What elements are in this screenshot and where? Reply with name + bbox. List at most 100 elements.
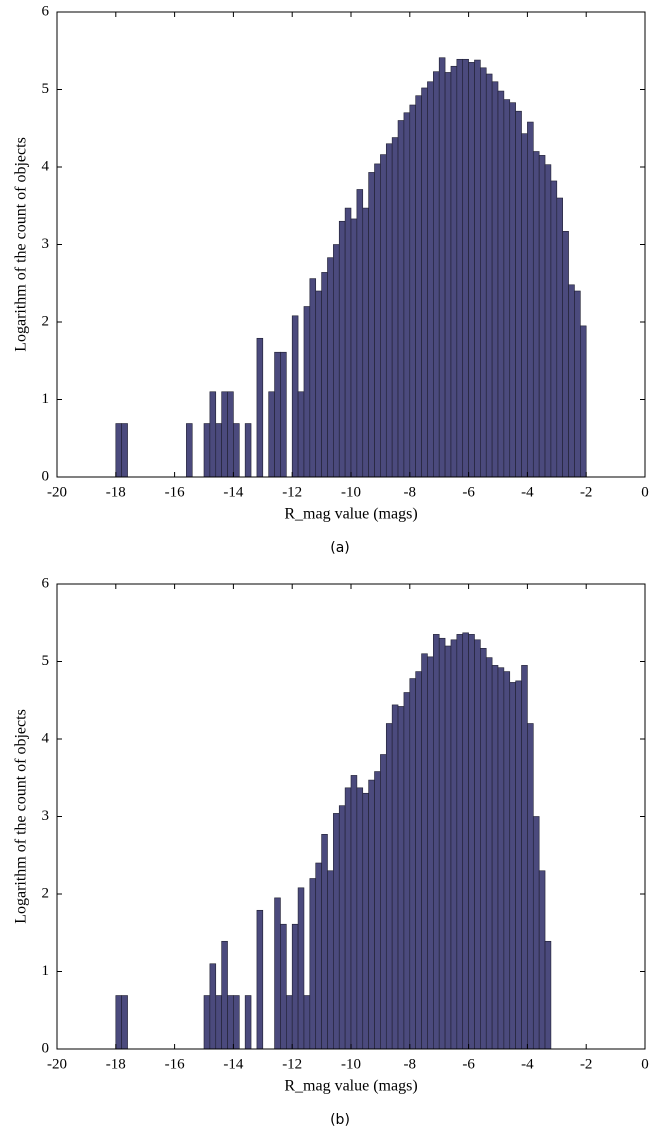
bar <box>368 779 375 1050</box>
y-tick-label: 2 <box>42 313 50 329</box>
bar <box>203 423 211 478</box>
y-tick-label: 4 <box>42 730 50 746</box>
bar <box>574 290 581 478</box>
bar <box>327 257 334 478</box>
x-tick-label: 0 <box>641 484 649 500</box>
bar <box>356 189 364 478</box>
bar <box>409 104 416 478</box>
x-tick-label: -4 <box>521 484 534 500</box>
bar <box>450 65 458 478</box>
y-tick-label: 0 <box>42 1040 50 1056</box>
bar <box>115 423 122 478</box>
bar <box>491 665 499 1050</box>
bar <box>568 284 575 478</box>
x-tick-label: -16 <box>165 484 185 500</box>
bar <box>321 834 328 1050</box>
x-tick-label: -2 <box>580 484 593 500</box>
bar <box>233 995 240 1050</box>
bar <box>227 995 234 1050</box>
bar <box>450 639 458 1050</box>
bar <box>291 315 299 478</box>
x-tick-label: -18 <box>106 1056 126 1072</box>
bar <box>433 634 440 1050</box>
x-axis-label: R_mag value (mags) <box>284 506 417 523</box>
bar <box>427 81 434 478</box>
bar <box>344 207 352 478</box>
bar <box>468 62 475 478</box>
bar <box>274 897 281 1050</box>
bar <box>485 657 493 1050</box>
bar <box>409 678 416 1050</box>
bar <box>333 244 340 478</box>
bar <box>244 423 252 478</box>
bar <box>297 887 305 1050</box>
bar <box>209 391 217 478</box>
bar <box>438 637 446 1050</box>
bar <box>527 723 534 1050</box>
bar <box>527 121 534 478</box>
y-tick-label: 4 <box>42 158 50 174</box>
bar <box>550 180 558 478</box>
bar <box>315 290 322 478</box>
bar <box>215 995 222 1050</box>
bar <box>427 656 434 1050</box>
bar <box>433 71 440 478</box>
y-tick-label: 6 <box>42 3 50 19</box>
y-tick-label: 3 <box>42 236 50 252</box>
x-tick-label: -18 <box>106 484 126 500</box>
bar <box>380 754 387 1050</box>
y-axis-label: Logarithm of the count of objects <box>13 137 30 352</box>
bar <box>474 59 481 478</box>
bar <box>268 391 275 478</box>
bar <box>115 995 122 1050</box>
bar <box>350 218 358 478</box>
bar <box>121 995 128 1050</box>
bar <box>521 133 528 478</box>
bar <box>256 909 264 1050</box>
bar <box>385 143 393 478</box>
bar <box>215 423 222 478</box>
x-tick-label: -6 <box>462 484 475 500</box>
bar <box>297 391 305 478</box>
caption: (a) <box>330 540 350 556</box>
bar <box>456 634 464 1050</box>
bar <box>274 351 281 478</box>
bar <box>438 57 446 478</box>
bar <box>380 154 387 478</box>
bar <box>397 120 405 478</box>
bar <box>415 95 422 478</box>
bar <box>374 771 381 1050</box>
y-tick-label: 5 <box>42 81 50 97</box>
bar <box>344 787 352 1050</box>
bar <box>462 58 469 478</box>
x-tick-label: -12 <box>282 1056 302 1072</box>
x-axis-label: R_mag value (mags) <box>284 1078 417 1095</box>
bar <box>327 870 334 1050</box>
x-tick-label: -6 <box>462 1056 475 1072</box>
bar <box>362 792 369 1050</box>
x-tick-label: -2 <box>580 1056 593 1072</box>
bar <box>315 862 322 1050</box>
bar <box>385 723 393 1050</box>
bar <box>421 87 428 478</box>
bar <box>515 680 522 1050</box>
bar <box>444 72 452 478</box>
x-tick-label: -4 <box>521 1056 534 1072</box>
x-tick-label: -10 <box>341 1056 361 1072</box>
bar <box>280 923 287 1050</box>
bar <box>491 81 499 478</box>
bar <box>227 391 234 478</box>
bar <box>209 963 217 1050</box>
y-tick-label: 5 <box>42 653 50 669</box>
bar <box>368 172 375 478</box>
bar <box>480 67 487 478</box>
bar <box>515 110 522 478</box>
bar <box>221 940 228 1050</box>
bar <box>544 164 552 478</box>
bar <box>480 648 487 1050</box>
bar <box>309 878 317 1050</box>
bar <box>497 90 505 478</box>
x-tick-label: -16 <box>165 1056 185 1072</box>
x-tick-label: -20 <box>47 1056 67 1072</box>
